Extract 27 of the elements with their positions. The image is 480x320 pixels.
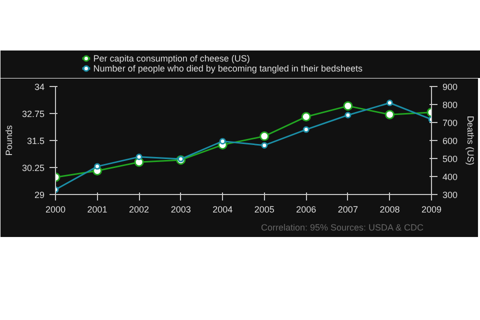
y2-tick-label: 900 (442, 82, 458, 92)
x-tick-label: 2000 (45, 204, 66, 214)
x-tick-label: 2007 (338, 204, 358, 214)
legend-label: Per capita consumption of cheese (US) (93, 54, 250, 64)
text: Correlation: 95% Sources: USDA & CDC (260, 222, 424, 232)
y2-axis-title: Deaths (US) (466, 116, 476, 166)
y2-tick-label: 600 (442, 136, 458, 146)
x-tick-label: 2002 (129, 204, 150, 214)
x-tick-label: 2006 (296, 204, 316, 214)
y2-tick-label: 500 (442, 154, 458, 164)
x-tick-label: 2008 (380, 204, 400, 214)
y2-tick-label: 300 (442, 190, 458, 200)
y-axis-title: Pounds (4, 124, 14, 156)
y-tick-label: 30.25 (22, 163, 45, 173)
x-tick-label: 2009 (421, 204, 442, 214)
y-tick-label: 29 (34, 190, 45, 200)
y2-tick-label: 800 (442, 100, 458, 110)
y2-tick-label: 700 (442, 118, 458, 128)
y-tick-label: 34 (34, 82, 45, 92)
x-tick-label: 2004 (212, 204, 233, 214)
y-tick-label: 31.5 (26, 136, 45, 146)
x-tick-label: 2005 (254, 204, 274, 214)
y-tick-label: 32.75 (22, 109, 45, 119)
y2-tick-label: 400 (442, 172, 458, 182)
x-tick-label: 2003 (170, 204, 191, 214)
x-tick-label: 2001 (87, 204, 108, 214)
legend-label: Number of people who died by becoming tangled in their bedsheets (93, 64, 363, 74)
